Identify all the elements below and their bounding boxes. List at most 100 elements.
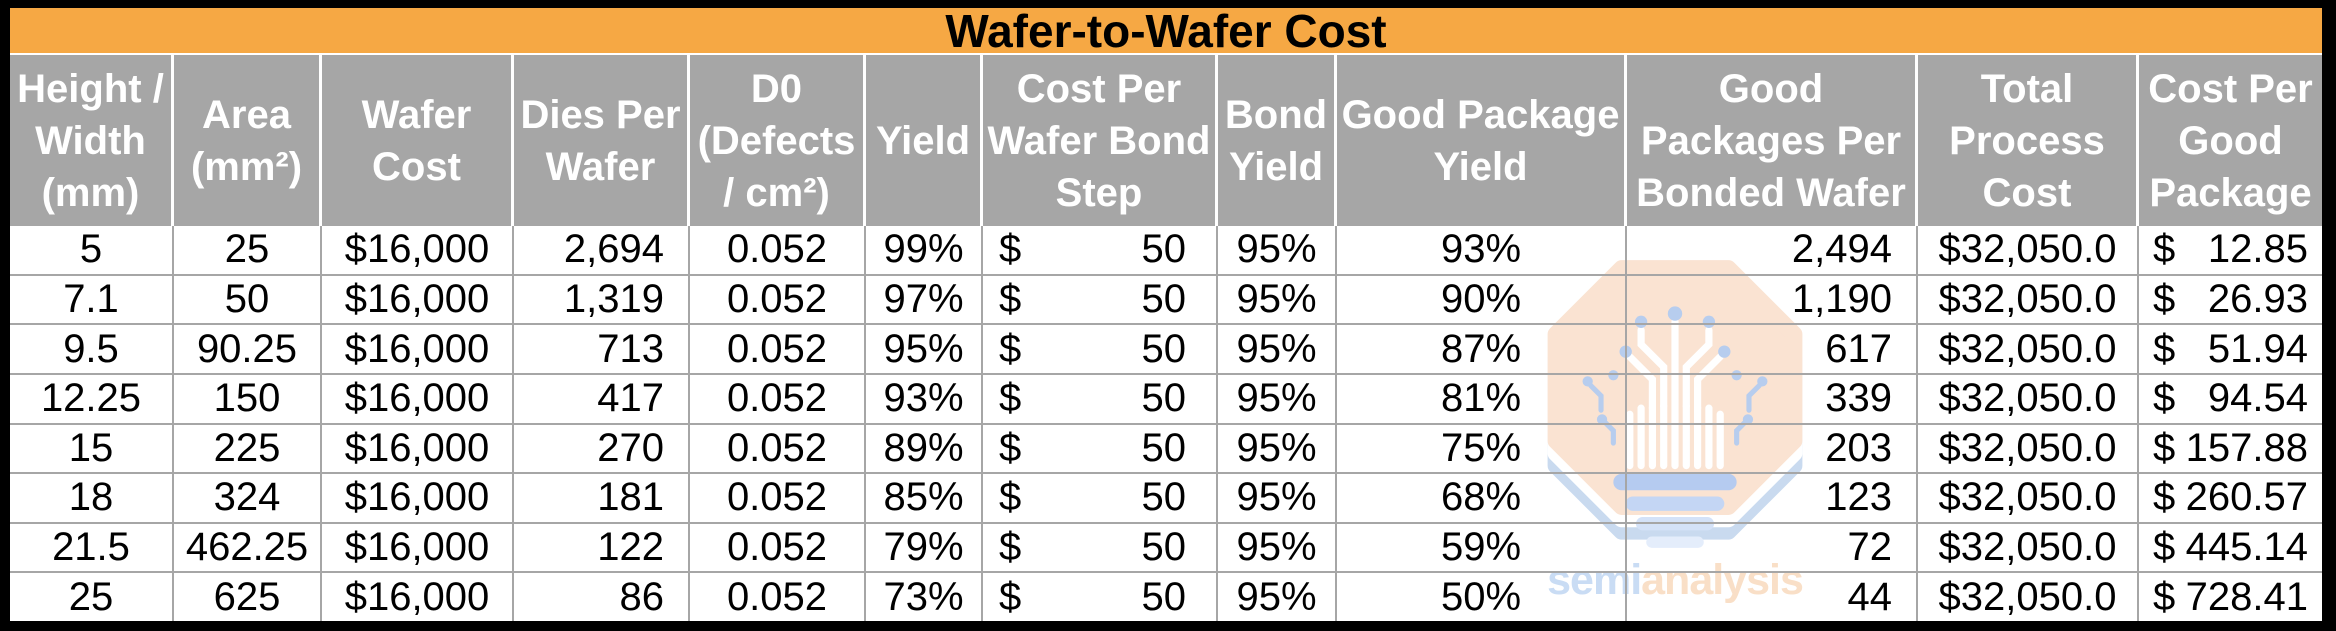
column-header-0: Height / Width (mm) (10, 55, 174, 226)
table-cell: $16,000 (322, 573, 514, 621)
table-cell: 0.052 (690, 424, 866, 473)
table-cell: $16,000 (322, 275, 514, 324)
amount: 12.85 (2207, 227, 2308, 272)
currency-symbol: $ (999, 574, 1022, 619)
table-cell: 203 (1627, 424, 1918, 473)
table-cell: $32,050.0 (1918, 275, 2139, 324)
currency-symbol: $ (2153, 376, 2176, 421)
table-cell: 1,319 (514, 275, 690, 324)
currency-symbol: $ (999, 475, 1022, 520)
amount: 26.93 (2207, 276, 2308, 321)
table-cell: 270 (514, 424, 690, 473)
column-header-3: Dies Per Wafer (514, 55, 690, 226)
table-cell: 25 (10, 573, 174, 621)
table-body: 5 25 $16,000 2,694 0.052 99% $50 95% 93% 2,494 $32… (10, 226, 2322, 621)
table-cell: $12.85 (2139, 226, 2322, 274)
table-cell: 625 (174, 573, 322, 621)
table-cell: $16,000 (322, 325, 514, 373)
table-cell: 95% (1218, 573, 1337, 621)
table-cell: 75% (1337, 424, 1627, 473)
table-cell: $32,050.0 (1918, 474, 2139, 522)
table-cell: 123 (1627, 474, 1918, 522)
table-cell: 99% (866, 226, 983, 274)
table-cell: 15 (10, 424, 174, 473)
column-header-8: Good Package Yield (1337, 55, 1627, 226)
table-cell: 0.052 (690, 374, 866, 423)
table-cell: $50 (983, 226, 1218, 274)
table-cell: $16,000 (322, 474, 514, 522)
amount: 50 (1141, 425, 1187, 470)
column-header-6: Cost Per Wafer Bond Step (983, 55, 1218, 226)
currency-symbol: $ (2153, 425, 2176, 470)
semianalysis-logo-icon (1547, 260, 1803, 548)
table-title-bar: Wafer-to-Wafer Cost (10, 5, 2322, 57)
table-cell: $50 (983, 275, 1218, 324)
table-cell: 68% (1337, 474, 1627, 522)
table-cell: 617 (1627, 325, 1918, 373)
table-cell: $260.57 (2139, 474, 2322, 522)
wafer-cost-table: Wafer-to-Wafer Cost Height / Width (mm) A… (10, 5, 2322, 621)
table-cell: 89% (866, 424, 983, 473)
table-cell: 0.052 (690, 226, 866, 274)
table-cell: 7.1 (10, 275, 174, 324)
amount: 50 (1141, 376, 1187, 421)
table-title: Wafer-to-Wafer Cost (945, 4, 1387, 57)
table-cell: $32,050.0 (1918, 226, 2139, 274)
table-cell: 95% (1218, 226, 1337, 274)
table-cell: 0.052 (690, 275, 866, 324)
currency-symbol: $ (2153, 227, 2176, 272)
table-cell: 79% (866, 523, 983, 572)
table-cell: $50 (983, 424, 1218, 473)
column-header-1: Area (mm²) (174, 55, 322, 226)
amount: 50 (1141, 475, 1187, 520)
table-cell: $32,050.0 (1918, 573, 2139, 621)
table-cell: 225 (174, 424, 322, 473)
table-cell: 324 (174, 474, 322, 522)
amount: 157.88 (2185, 425, 2308, 470)
currency-symbol: $ (2153, 574, 2176, 619)
table-cell: 95% (1218, 374, 1337, 423)
table-cell: 181 (514, 474, 690, 522)
table-cell: 18 (10, 474, 174, 522)
table-cell: 50 (174, 275, 322, 324)
table-cell: $728.41 (2139, 573, 2322, 621)
amount: 728.41 (2185, 574, 2308, 619)
brand-analysis: analysis (1641, 556, 1804, 604)
table-cell: 86 (514, 573, 690, 621)
table-cell: 87% (1337, 325, 1627, 373)
title-divider (10, 53, 2322, 55)
column-header-4: D0 (Defects / cm²) (690, 55, 866, 226)
amount: 51.94 (2207, 326, 2308, 371)
currency-symbol: $ (999, 326, 1022, 371)
table-data-area: semianalysis 5 25 $16,000 2,694 0.052 99% $50 9… (10, 226, 2322, 621)
table-cell: 0.052 (690, 474, 866, 522)
table-cell: 81% (1337, 374, 1627, 423)
table-cell: 122 (514, 523, 690, 572)
table-row: 7.1 50 $16,000 1,319 0.052 97% $50 95% 90% 1,190 $… (10, 275, 2322, 326)
column-header-7: Bond Yield (1218, 55, 1337, 226)
table-cell: 72 (1627, 523, 1918, 572)
table-cell: 339 (1627, 374, 1918, 423)
table-cell: 44 (1627, 573, 1918, 621)
table-row: 15 225 $16,000 270 0.052 89% $50 95% 75% 203 $32,0… (10, 424, 2322, 475)
amount: 260.57 (2185, 475, 2308, 520)
amount: 445.14 (2185, 525, 2308, 570)
table-cell: 0.052 (690, 573, 866, 621)
table-cell: 93% (866, 374, 983, 423)
table-row: 21.5 462.25 $16,000 122 0.052 79% $50 95% 59% 72 $… (10, 523, 2322, 574)
table-cell: 2,494 (1627, 226, 1918, 274)
currency-symbol: $ (2153, 276, 2176, 321)
table-cell: 0.052 (690, 325, 866, 373)
table-cell: $157.88 (2139, 425, 2322, 473)
amount: 50 (1141, 227, 1187, 272)
table-cell: 95% (1218, 474, 1337, 522)
table-cell: 150 (174, 374, 322, 423)
table-cell: 2,694 (514, 226, 690, 274)
table-cell: 97% (866, 275, 983, 324)
currency-symbol: $ (999, 525, 1022, 570)
table-cell: $32,050.0 (1918, 523, 2139, 572)
table-cell: 95% (1218, 523, 1337, 572)
table-cell: $50 (983, 325, 1218, 373)
column-header-9: Good Packages Per Bonded Wafer (1627, 55, 1918, 226)
